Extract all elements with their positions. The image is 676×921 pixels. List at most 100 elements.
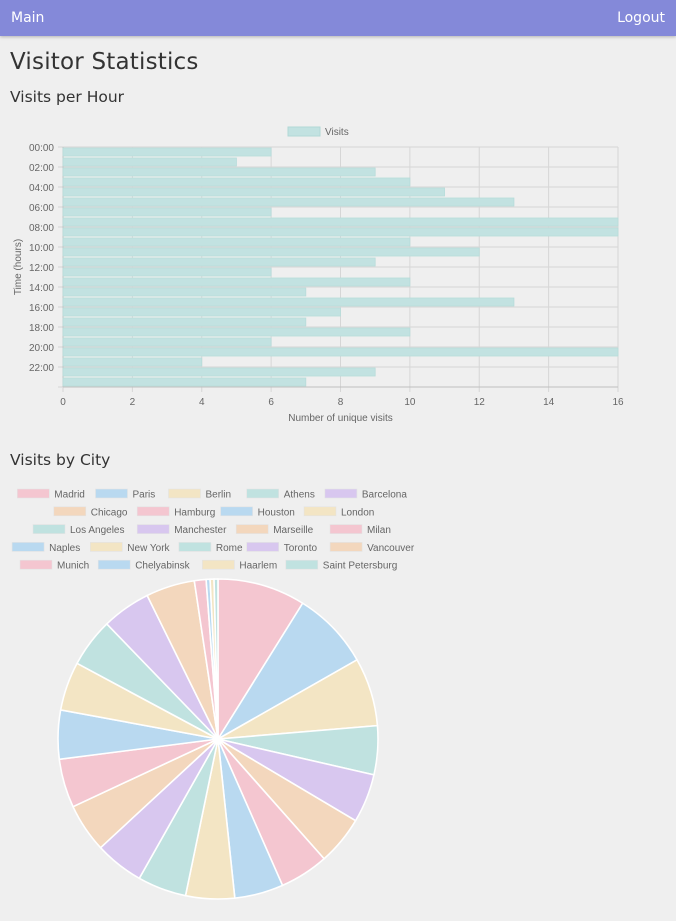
legend-label-haarlem: Haarlem [239,561,277,572]
legend-label-naples: Naples [49,543,80,554]
legend-swatch-visits [287,126,321,137]
legend-swatch-rome[interactable] [178,542,212,552]
legend-label-athens: Athens [284,490,315,501]
legend-swatch-chelyabinsk[interactable] [97,559,131,570]
legend-label-milan: Milan [367,525,391,536]
legend-swatch-houston[interactable] [220,506,253,517]
bar-15:00[interactable] [62,297,515,307]
pie-legend: Madrid Paris Berlin Athens Barcelona Chicago H… [11,488,415,572]
x-tick-label: 10 [404,397,416,408]
legend-swatch-hamburg[interactable] [136,506,170,517]
legend-swatch-haarlem[interactable] [202,559,235,570]
y-tick-label: 18:00 [29,323,54,334]
bar-00:00[interactable] [62,147,272,157]
legend-swatch-madrid[interactable] [16,488,50,499]
bar-10:00[interactable] [62,247,480,257]
legend-swatch-new-york[interactable] [90,542,123,552]
bar-14:00[interactable] [62,287,307,297]
bar-21:00[interactable] [62,357,203,367]
y-tick-label: 08:00 [29,223,54,234]
y-tick-label: 14:00 [29,283,54,294]
legend-swatch-munich[interactable] [19,559,53,570]
legend-label-london: London [341,507,374,518]
legend-label-berlin: Berlin [206,490,232,501]
bar-08:00[interactable] [62,227,619,237]
legend-swatch-berlin[interactable] [168,488,201,499]
x-tick-label: 6 [268,397,274,408]
x-tick-label: 4 [199,397,205,408]
y-tick-label: 10:00 [29,243,54,254]
bar-16:00[interactable] [62,307,341,317]
bar-02:00[interactable] [62,167,376,177]
legend-label-los-angeles: Los Angeles [70,525,125,536]
legend-label-marseille: Marseille [273,525,313,536]
x-axis-title: Number of unique visits [288,413,393,424]
legend-label-new-york: New York [127,543,170,554]
legend-swatch-naples[interactable] [11,542,45,552]
main-link[interactable]: Main [11,10,45,26]
legend-swatch-chicago[interactable] [53,506,87,517]
x-tick-label: 2 [130,397,136,408]
bar-18:00[interactable] [62,327,411,337]
visits-by-city-chart: Madrid Paris Berlin Athens Barcelona Chicago H… [11,488,415,900]
legend-swatch-barcelona[interactable] [324,488,358,499]
legend-swatch-vancouver[interactable] [329,542,363,552]
legend-swatch-manchester[interactable] [136,524,170,534]
hour-chart-heading: Visits per Hour [10,88,125,106]
y-tick-label: 04:00 [29,183,54,194]
bar-legend[interactable]: Visits [287,126,349,138]
legend-swatch-london[interactable] [303,506,337,517]
y-tick-label: 16:00 [29,303,54,314]
bar-22:00[interactable] [62,367,376,377]
legend-label-paris: Paris [133,490,156,501]
legend-label-saint-petersburg: Saint Petersburg [323,561,398,572]
legend-swatch-toronto[interactable] [246,542,279,552]
legend-label-visits: Visits [325,127,349,138]
x-tick-label: 8 [338,397,344,408]
legend-swatch-milan[interactable] [329,524,363,534]
legend-swatch-paris[interactable] [95,488,128,499]
bar-20:00[interactable] [62,347,619,357]
y-tick-label: 06:00 [29,203,54,214]
bar-01:00[interactable] [62,157,237,167]
legend-swatch-los-angeles[interactable] [32,524,66,534]
slice-madrid[interactable] [217,578,304,742]
slice-saint-petersburg[interactable] [213,578,219,740]
bar-09:00[interactable] [62,237,411,247]
y-tick-label: 12:00 [29,263,54,274]
bar-17:00[interactable] [62,317,307,327]
top-navbar: Main Logout [0,0,676,36]
legend-label-houston: Houston [258,507,295,518]
bar-06:00[interactable] [62,207,272,217]
bar-07:00[interactable] [62,217,619,227]
legend-label-rome: Rome [216,543,243,554]
legend-swatch-athens[interactable] [246,488,279,499]
logout-link[interactable]: Logout [617,10,665,26]
legend-swatch-marseille[interactable] [235,524,269,534]
bar-03:00[interactable] [62,177,411,187]
bar-11:00[interactable] [62,257,376,267]
legend-label-toronto: Toronto [284,543,318,554]
legend-label-manchester: Manchester [174,525,227,536]
x-tick-label: 16 [612,397,624,408]
visits-per-hour-chart: Visits 0 2 4 6 8 10 12 14 16 00:00 02:00 04:00 06:00 0… [13,126,624,424]
y-tick-label: 00:00 [29,143,54,154]
x-tick-label: 12 [474,397,486,408]
legend-label-hamburg: Hamburg [174,507,215,518]
bar-05:00[interactable] [62,197,515,207]
y-tick-label: 22:00 [29,363,54,374]
bar-13:00[interactable] [62,277,411,287]
legend-swatch-saint-petersburg[interactable] [285,559,319,570]
bar-19:00[interactable] [62,337,272,347]
legend-label-vancouver: Vancouver [367,543,415,554]
legend-label-barcelona: Barcelona [362,490,407,501]
bar-12:00[interactable] [62,267,272,277]
y-axis-title: Time (hours) [13,239,24,295]
bar-04:00[interactable] [62,187,445,197]
x-tick-label: 14 [543,397,555,408]
y-tick-label: 20:00 [29,343,54,354]
legend-label-chelyabinsk: Chelyabinsk [135,561,190,572]
legend-label-munich: Munich [57,561,89,572]
legend-label-chicago: Chicago [91,507,128,518]
bar-23:00[interactable] [62,377,307,387]
